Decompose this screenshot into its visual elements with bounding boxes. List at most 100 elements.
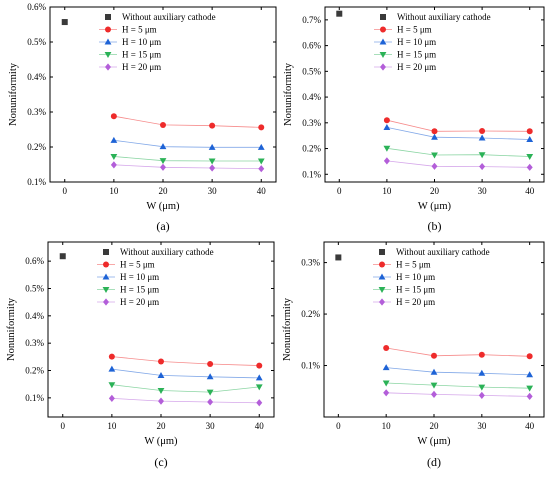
x-tick-label: 0 <box>336 421 341 431</box>
data-point <box>431 128 438 135</box>
series-line <box>111 356 260 366</box>
data-point <box>257 143 265 150</box>
data-point <box>335 254 342 261</box>
x-axis-label: W (μm) <box>144 436 178 447</box>
y-tick-label: 0.7% <box>302 15 321 25</box>
x-tick-label: 40 <box>255 421 265 431</box>
y-tick-label: 0.6% <box>302 41 321 51</box>
data-series <box>383 157 533 171</box>
chart-panel: 0 10 20 30 40 0.1% 0.2% 0.3% 0.4% 0.5% 0.6% W (μm) N… <box>6 241 275 469</box>
data-series <box>110 153 265 165</box>
y-tick-label: 0.4% <box>25 311 44 321</box>
data-point <box>158 358 164 365</box>
y-tick-label: 0.1% <box>301 361 320 371</box>
data-series <box>110 161 265 173</box>
y-tick-label: 0.1% <box>302 169 321 179</box>
chart-panel: 0 10 20 30 40 0.1% 0.2% 0.3% 0.4% 0.5% 0.6% W (μm) N… <box>8 2 277 233</box>
legend-marker <box>379 38 387 45</box>
y-tick-label: 0.6% <box>27 2 46 12</box>
data-point <box>383 123 391 130</box>
series-line <box>111 368 260 379</box>
data-point <box>478 351 485 358</box>
data-point <box>110 161 117 169</box>
legend-marker <box>102 287 110 293</box>
y-tick-label: 0.6% <box>25 256 44 266</box>
x-tick-label: 20 <box>430 421 440 431</box>
legend-label: H = 10 μm <box>122 37 161 47</box>
legend-label: H = 20 μm <box>120 297 159 307</box>
series-line <box>386 382 530 389</box>
x-tick-label: 30 <box>477 421 487 431</box>
data-point <box>257 158 265 165</box>
x-axis-label: W (μm) <box>146 201 180 212</box>
data-point <box>383 157 390 165</box>
legend-marker <box>105 26 111 33</box>
data-series <box>110 113 265 131</box>
chart-panel: 0 10 20 30 40 0.1% 0.2% 0.3% 0.4% 0.5% 0.6% 0.7% W (… <box>283 6 545 233</box>
data-point <box>431 162 438 170</box>
legend-label: H = 15 μm <box>396 285 435 295</box>
y-tick-label: 0.1% <box>27 177 46 187</box>
y-axis-label: Nonuniformity <box>282 297 293 361</box>
y-tick-label: 0.2% <box>27 142 46 152</box>
panel-label: (a) <box>156 219 169 233</box>
legend-marker <box>380 14 386 20</box>
data-point <box>108 382 116 389</box>
legend-marker <box>378 273 386 280</box>
legend-label: H = 5 μm <box>397 25 432 35</box>
y-tick-label: 0.4% <box>302 92 321 102</box>
data-series <box>382 364 534 378</box>
data-point <box>206 373 214 380</box>
legend-label: H = 15 μm <box>120 285 159 295</box>
data-point <box>110 113 117 120</box>
x-tick-label: 40 <box>525 186 535 196</box>
series-line <box>111 398 260 404</box>
data-point <box>110 153 118 160</box>
legend-label: H = 10 μm <box>120 272 159 282</box>
y-tick-label: 0.5% <box>302 66 321 76</box>
x-axis-label: W (μm) <box>418 201 452 212</box>
data-point <box>382 364 390 371</box>
legend-marker <box>380 63 386 71</box>
y-axis-label: Nonuniformity <box>8 62 19 126</box>
legend-marker <box>379 298 385 306</box>
legend: Without auxiliary cathode H = 5 μm H = 10 … <box>97 247 214 307</box>
x-tick-label: 30 <box>478 186 488 196</box>
data-series <box>108 353 263 369</box>
data-point <box>431 152 438 159</box>
plot-frame <box>49 6 277 183</box>
series-line <box>386 119 530 132</box>
x-tick-label: 10 <box>382 186 392 196</box>
data-series <box>383 345 533 360</box>
panel-label: (b) <box>428 219 442 233</box>
series-line <box>386 392 530 397</box>
data-point <box>108 365 116 372</box>
data-point <box>157 387 165 394</box>
data-point <box>478 152 486 159</box>
data-series <box>383 123 534 143</box>
legend-marker <box>379 249 385 255</box>
data-series <box>108 365 263 381</box>
data-series <box>110 136 265 150</box>
legend-marker <box>102 273 110 280</box>
data-point <box>526 371 534 378</box>
data-point <box>206 389 214 396</box>
data-point <box>160 163 166 171</box>
legend-label: H = 5 μm <box>122 25 157 35</box>
data-point <box>382 380 390 387</box>
legend-label: H = 20 μm <box>397 62 436 72</box>
series-line <box>386 347 530 357</box>
data-point <box>208 143 216 150</box>
panel-label: (c) <box>154 455 167 469</box>
y-tick-label: 0.2% <box>25 366 44 376</box>
x-tick-label: 10 <box>109 186 119 196</box>
legend-label: H = 20 μm <box>396 297 435 307</box>
data-point <box>383 389 390 397</box>
panel-label: (d) <box>427 455 441 469</box>
legend-label: H = 5 μm <box>396 260 431 270</box>
data-point <box>430 368 438 375</box>
legend-label: Without auxiliary cathode <box>396 247 490 257</box>
series-line <box>386 147 530 157</box>
series-line <box>386 127 530 140</box>
